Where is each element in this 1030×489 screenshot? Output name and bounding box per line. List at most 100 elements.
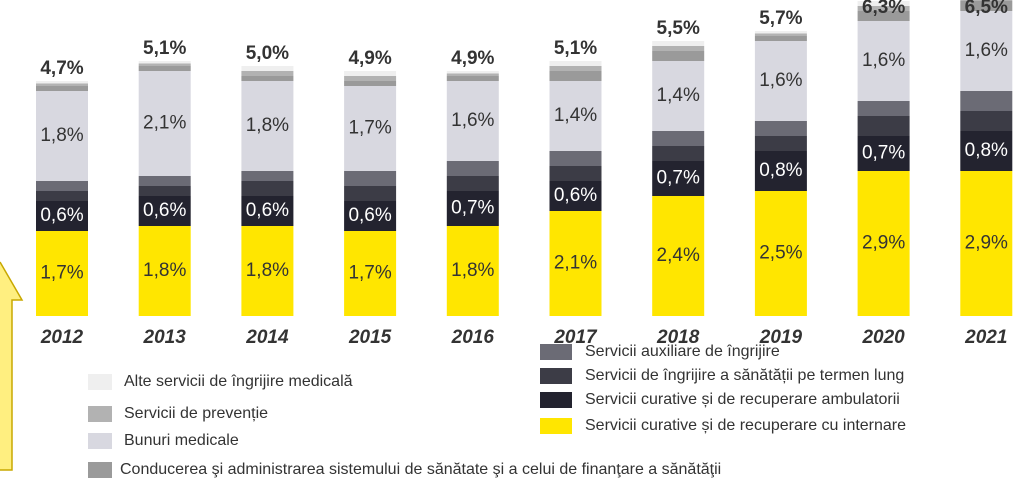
bar-segment bbox=[241, 226, 294, 316]
legend-swatch bbox=[540, 344, 572, 360]
x-tick-label: 2019 bbox=[759, 327, 803, 348]
legend-label: Servicii auxiliare de îngrijire bbox=[585, 343, 780, 360]
bar-segment bbox=[138, 226, 191, 316]
bar-segment bbox=[754, 41, 807, 121]
bar-segment bbox=[960, 11, 1013, 91]
legend-label: Servicii curative și de recuperare cu in… bbox=[585, 417, 906, 434]
total-label: 5,5% bbox=[657, 18, 700, 39]
bar-segment bbox=[36, 181, 88, 191]
legend-swatch bbox=[88, 374, 112, 390]
labels: 1,7% 0,6% 1,8% 4,7% 2012 1,8% 0,6% 2,1% 5,1% 2013… bbox=[40, 0, 1008, 348]
legend-swatch bbox=[88, 433, 112, 449]
bar-segment bbox=[36, 231, 88, 316]
bar-segment bbox=[241, 181, 294, 196]
total-label: 4,9% bbox=[348, 48, 391, 69]
bar-segment bbox=[754, 121, 807, 136]
bar-segment bbox=[241, 76, 294, 81]
bar-segment bbox=[857, 1, 910, 6]
legend-label: Alte servicii de îngrijire medicală bbox=[124, 373, 353, 390]
bar-segment bbox=[446, 71, 499, 74]
bar-segment bbox=[138, 176, 191, 186]
segment-label: 1,6% bbox=[759, 70, 802, 91]
bar-segment bbox=[36, 201, 88, 231]
bar-segment bbox=[549, 151, 602, 166]
total-label: 4,9% bbox=[451, 48, 494, 69]
bar-segment bbox=[446, 226, 499, 316]
segment-label: 0,8% bbox=[759, 160, 802, 181]
bar-segment bbox=[344, 76, 397, 81]
total-label: 6,5% bbox=[965, 0, 1008, 18]
bar-segment bbox=[960, 0, 1013, 1]
bar-segment bbox=[652, 41, 705, 46]
x-tick-label: 2020 bbox=[861, 327, 905, 348]
legend-label: Servicii curative și de recuperare ambul… bbox=[585, 391, 900, 408]
bar-segment bbox=[344, 171, 397, 186]
segment-label: 2,9% bbox=[965, 233, 1008, 254]
segment-label: 1,8% bbox=[451, 260, 494, 281]
bar-segment bbox=[446, 81, 499, 161]
bar-segment bbox=[857, 116, 910, 136]
bar-segment bbox=[36, 191, 88, 201]
arrow-decoration bbox=[0, 261, 24, 471]
total-label: 5,7% bbox=[759, 8, 802, 29]
legend-swatch bbox=[88, 406, 112, 422]
bars bbox=[36, 0, 1013, 316]
bar-segment bbox=[241, 71, 294, 76]
x-tick-label: 2018 bbox=[656, 327, 700, 348]
bar-segment bbox=[960, 171, 1013, 316]
bar-segment bbox=[652, 161, 705, 196]
bar-segment bbox=[652, 196, 705, 316]
bar-segment bbox=[36, 81, 88, 84]
legend-swatch bbox=[540, 392, 572, 408]
segment-label: 1,7% bbox=[348, 118, 391, 139]
bar-segment bbox=[241, 81, 294, 171]
bar-segment bbox=[754, 36, 807, 41]
x-tick-label: 2021 bbox=[964, 327, 1007, 348]
bar-segment bbox=[549, 181, 602, 211]
total-label: 4,7% bbox=[40, 58, 83, 79]
bar-segment bbox=[36, 91, 88, 181]
bar-segment bbox=[344, 71, 397, 76]
x-tick-label: 2017 bbox=[553, 327, 598, 348]
bar-segment bbox=[857, 136, 910, 171]
segment-label: 1,8% bbox=[246, 115, 289, 136]
total-label: 5,1% bbox=[554, 38, 597, 59]
bar-segment bbox=[344, 231, 397, 316]
segment-label: 1,4% bbox=[657, 85, 700, 106]
x-tick-label: 2015 bbox=[348, 327, 392, 348]
bar-segment bbox=[138, 63, 191, 66]
bar-segment bbox=[652, 51, 705, 61]
bar-segment bbox=[549, 66, 602, 71]
bar-segment bbox=[36, 83, 88, 86]
bar-segment bbox=[857, 101, 910, 116]
segment-label: 1,6% bbox=[451, 110, 494, 131]
legend-label: Servicii de îngrijire a sănătății pe ter… bbox=[585, 367, 904, 384]
x-tick-label: 2016 bbox=[451, 327, 495, 348]
bar-segment bbox=[549, 71, 602, 81]
bar-segment bbox=[754, 151, 807, 191]
segment-label: 2,5% bbox=[759, 243, 802, 264]
bar-segment bbox=[36, 86, 88, 91]
segment-label: 1,8% bbox=[143, 260, 186, 281]
bar-segment bbox=[446, 161, 499, 176]
bar-segment bbox=[652, 61, 705, 131]
bar-segment bbox=[857, 171, 910, 316]
bar-segment bbox=[652, 46, 705, 51]
segment-label: 2,4% bbox=[657, 245, 700, 266]
segment-label: 0,7% bbox=[451, 198, 494, 219]
bar-segment bbox=[241, 66, 294, 71]
segment-label: 0,6% bbox=[143, 200, 186, 221]
segment-label: 1,4% bbox=[554, 105, 597, 126]
bar-segment bbox=[241, 196, 294, 226]
bar-segment bbox=[138, 61, 191, 64]
segment-label: 1,7% bbox=[348, 263, 391, 284]
bar-segment bbox=[549, 211, 602, 316]
legend-label: Conducerea şi administrarea sistemului d… bbox=[120, 461, 721, 478]
bar-segment bbox=[754, 31, 807, 34]
bar-segment bbox=[960, 131, 1013, 171]
segment-label: 2,9% bbox=[862, 233, 905, 254]
bar-segment bbox=[344, 81, 397, 86]
bar-segment bbox=[960, 111, 1013, 131]
bar-segment bbox=[344, 201, 397, 231]
